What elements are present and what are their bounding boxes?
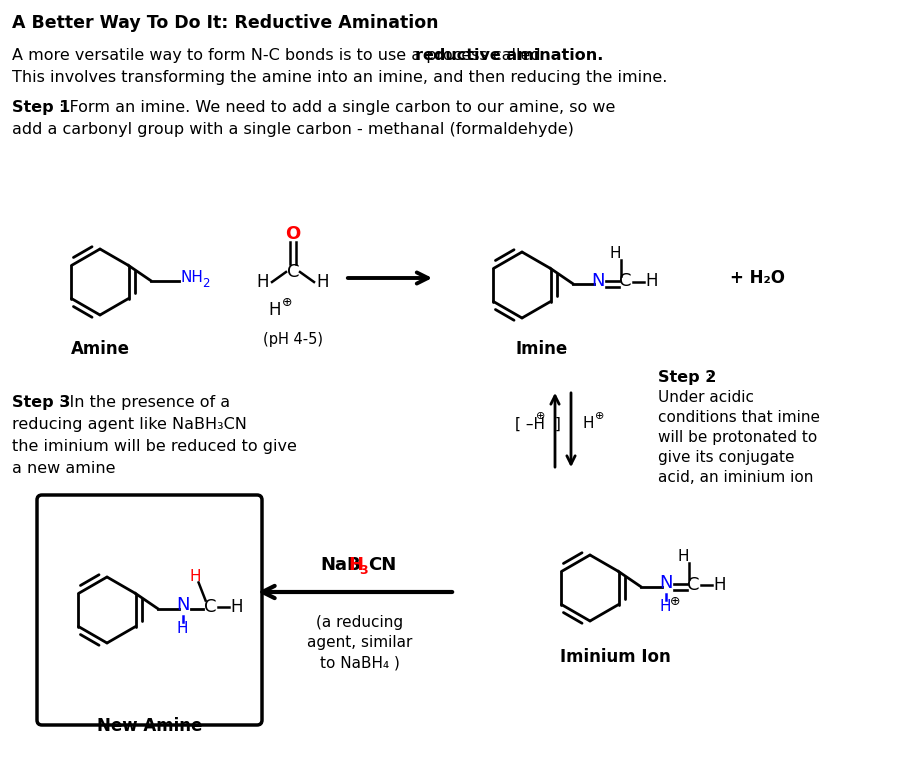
Text: 3: 3 (359, 565, 368, 578)
Text: H: H (712, 575, 725, 594)
Text: will be protonated to: will be protonated to (657, 430, 816, 445)
Text: ]: ] (550, 416, 561, 431)
Text: Imine: Imine (516, 340, 568, 358)
Text: C: C (618, 272, 631, 290)
Text: O: O (285, 225, 301, 243)
Text: H: H (659, 599, 671, 614)
Text: Under acidic: Under acidic (657, 390, 754, 405)
Text: N: N (658, 575, 672, 593)
Text: Amine: Amine (71, 340, 130, 358)
Text: N: N (590, 271, 604, 290)
Text: reducing agent like NaBH₃CN: reducing agent like NaBH₃CN (12, 417, 246, 432)
Text: Step 1: Step 1 (12, 100, 70, 115)
Text: add a carbonyl group with a single carbon - methanal (formaldehyde): add a carbonyl group with a single carbo… (12, 122, 573, 137)
Text: (a reducing: (a reducing (316, 615, 403, 630)
FancyBboxPatch shape (37, 495, 262, 725)
Text: H: H (256, 273, 269, 291)
Text: [ –H: [ –H (515, 416, 544, 431)
Text: NaB: NaB (320, 556, 360, 574)
Text: : In the presence of a: : In the presence of a (59, 395, 230, 410)
Text: CN: CN (369, 556, 396, 574)
Text: H: H (609, 246, 620, 261)
Text: + H₂O: + H₂O (729, 269, 784, 287)
Text: conditions that imine: conditions that imine (657, 410, 819, 425)
Text: ⊕: ⊕ (535, 411, 544, 421)
Text: reductive amination.: reductive amination. (414, 48, 602, 63)
Text: : Form an imine. We need to add a single carbon to our amine, so we: : Form an imine. We need to add a single… (59, 100, 615, 115)
Text: ⊕: ⊕ (670, 595, 680, 608)
Text: Step 3: Step 3 (12, 395, 70, 410)
Text: give its conjugate: give its conjugate (657, 450, 794, 465)
Text: H: H (176, 621, 188, 636)
Text: Step 2: Step 2 (657, 370, 716, 385)
Text: H: H (316, 273, 329, 291)
Text: A more versatile way to form N-C bonds is to use a process called: A more versatile way to form N-C bonds i… (12, 48, 545, 63)
Text: N: N (176, 597, 189, 615)
Text: agent, similar: agent, similar (307, 635, 413, 650)
Text: A Better Way To Do It: Reductive Amination: A Better Way To Do It: Reductive Aminati… (12, 14, 438, 32)
Text: H: H (644, 272, 657, 290)
Text: ⊕: ⊕ (281, 296, 292, 309)
Text: 2: 2 (202, 277, 210, 290)
Text: H: H (677, 549, 688, 564)
Text: acid, an iminium ion: acid, an iminium ion (657, 470, 812, 485)
Text: ⊕: ⊕ (595, 411, 604, 421)
Text: H: H (189, 569, 201, 584)
Text: H: H (230, 597, 243, 615)
Text: This involves transforming the amine into an imine, and then reducing the imine.: This involves transforming the amine int… (12, 70, 666, 85)
Text: to NaBH₄ ): to NaBH₄ ) (320, 655, 400, 670)
Text: the iminium will be reduced to give: the iminium will be reduced to give (12, 439, 297, 454)
Text: C: C (686, 575, 699, 594)
Text: Iminium Ion: Iminium Ion (559, 648, 670, 666)
Text: NH: NH (180, 270, 203, 285)
Text: H: H (583, 416, 594, 431)
Text: C: C (287, 263, 299, 281)
Text: H: H (268, 301, 281, 319)
Text: H: H (348, 556, 363, 574)
Text: :: : (705, 370, 710, 385)
Text: a new amine: a new amine (12, 461, 116, 476)
Text: (pH 4-5): (pH 4-5) (263, 332, 323, 347)
Text: C: C (204, 597, 217, 615)
Text: New Amine: New Amine (96, 717, 202, 735)
